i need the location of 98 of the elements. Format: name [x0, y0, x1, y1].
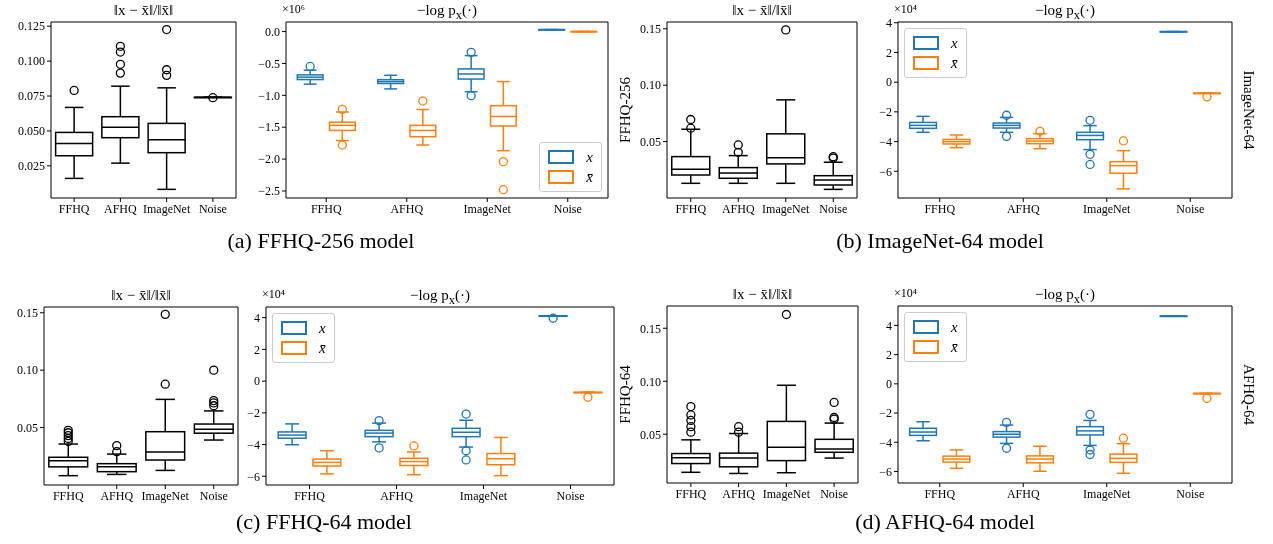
y2-axis-title: AFHQ-64 — [1240, 364, 1257, 426]
chart-title: −log p$_{x}$(·) — [409, 287, 471, 307]
y-tick-label: 0 — [886, 75, 892, 90]
legend-label: x — [951, 318, 958, 336]
text: (b) ImageNet-64 model — [836, 228, 1044, 254]
y-tick-label: 4 — [886, 318, 892, 333]
y-tick-label: 2 — [254, 342, 260, 357]
x-tick-label: Noise — [199, 488, 228, 503]
legend-label: x — [319, 319, 326, 337]
y-tick-label: 2 — [886, 45, 892, 60]
chart-title: ‖x − x̄‖/‖x̄‖ — [112, 1, 175, 19]
y-tick-label: −4 — [879, 435, 892, 450]
y-tick-label: 0 — [886, 377, 892, 392]
y-tick-label: 0.10 — [640, 78, 661, 93]
legend-label: x̄ — [951, 54, 958, 72]
y-tick-label: 0.05 — [640, 427, 661, 442]
x-tick-label: ImageNet — [1083, 486, 1132, 501]
x-tick-label: Noise — [1176, 201, 1205, 216]
x-tick-label: ImageNet — [762, 201, 811, 216]
x-tick-label: FFHQ — [675, 201, 707, 216]
chart-title: ‖x − x̄‖/‖x̄‖ — [110, 286, 172, 304]
y-tick-label: 4 — [886, 16, 892, 30]
x-tick-label: AFHQ — [100, 488, 134, 503]
text: (c) FFHQ-64 model — [236, 509, 412, 535]
legend-label: x̄ — [586, 168, 593, 186]
text: (d) AFHQ-64 model — [855, 509, 1035, 535]
y-tick-label: −1.5 — [258, 120, 280, 135]
y-tick-label: 0.075 — [18, 89, 45, 104]
y-tick-label: 0.100 — [18, 54, 45, 69]
x-tick-label: ImageNet — [142, 201, 191, 216]
y-tick-label: −4 — [879, 134, 892, 149]
y-tick-label: 0.05 — [17, 420, 38, 435]
y-tick-label: −6 — [879, 164, 892, 179]
chart-title: −log p$_{x}$(·) — [1034, 286, 1096, 306]
y-tick-label: −2.5 — [258, 184, 280, 199]
chart-title: ‖x − x̄‖/‖x̄‖ — [731, 1, 793, 19]
y-tick-label: 0.15 — [640, 321, 661, 336]
x-tick-label: FFHQ — [52, 488, 84, 503]
x-tick-label: Noise — [820, 486, 849, 501]
y-tick-label: 0.025 — [18, 159, 45, 174]
x-tick-label: FFHQ — [294, 488, 326, 503]
x-tick-label: ImageNet — [762, 486, 811, 501]
y-tick-label: −1.0 — [258, 88, 280, 103]
y-tick-label: −2 — [879, 406, 892, 421]
x-tick-label: AFHQ — [390, 201, 424, 216]
x-tick-label: AFHQ — [721, 201, 755, 216]
y-tick-label: 0.10 — [17, 363, 38, 378]
y-tick-label: −2 — [879, 105, 892, 120]
x-tick-label: ImageNet — [463, 201, 512, 216]
x-tick-label: ImageNet — [1083, 201, 1132, 216]
y-tick-label: 0.050 — [18, 124, 45, 139]
y2-axis-title: ImageNet-64 — [1240, 70, 1257, 151]
y-tick-label: 0.05 — [640, 134, 661, 149]
y-axis-title: FFHQ-64 — [617, 364, 634, 424]
x-tick-label: AFHQ — [380, 488, 414, 503]
y-tick-label: −2 — [247, 406, 260, 421]
x-tick-label: ImageNet — [459, 488, 508, 503]
legend-label: x — [586, 148, 593, 166]
x-tick-label: AFHQ — [1006, 486, 1040, 501]
x-tick-label: Noise — [1176, 486, 1205, 501]
y-axis-title: FFHQ-256 — [617, 76, 634, 143]
legend-label: x̄ — [319, 339, 326, 357]
text: ×10⁶ — [282, 2, 305, 17]
x-tick-label: Noise — [556, 488, 585, 503]
x-tick-label: FFHQ — [924, 201, 956, 216]
y-tick-label: 0.15 — [640, 22, 661, 37]
x-tick-label: AFHQ — [1006, 201, 1040, 216]
x-tick-label: AFHQ — [104, 201, 138, 216]
y-tick-label: 0.125 — [18, 19, 45, 34]
y-tick-label: 0 — [254, 374, 260, 389]
y-tick-label: −6 — [247, 469, 260, 484]
chart-title: −log p$_{x}$(·) — [416, 2, 478, 22]
text: ×10⁴ — [894, 286, 917, 301]
x-tick-label: FFHQ — [310, 201, 342, 216]
x-tick-label: Noise — [819, 201, 848, 216]
y-tick-label: −4 — [247, 437, 260, 452]
text: (a) FFHQ-256 model — [227, 228, 415, 254]
y-tick-label: 0.0 — [265, 24, 280, 39]
x-tick-label: AFHQ — [722, 486, 756, 501]
y-tick-label: 2 — [886, 347, 892, 362]
y-tick-label: −0.5 — [258, 56, 280, 71]
x-tick-label: FFHQ — [58, 201, 90, 216]
x-tick-label: FFHQ — [675, 486, 707, 501]
text: ×10⁴ — [894, 2, 917, 17]
chart-title: ‖x − x̄‖/‖x̄‖ — [731, 285, 794, 303]
x-tick-label: Noise — [553, 201, 582, 216]
x-tick-label: FFHQ — [924, 486, 956, 501]
x-tick-label: ImageNet — [141, 488, 190, 503]
y-tick-label: −2.0 — [258, 152, 280, 167]
y-tick-label: 0.10 — [640, 374, 661, 389]
y-tick-label: −6 — [879, 464, 892, 479]
y-tick-label: 4 — [254, 310, 260, 325]
chart-title: −log p$_{x}$(·) — [1034, 2, 1096, 22]
legend-label: x — [951, 34, 958, 52]
legend-label: x̄ — [951, 338, 958, 356]
y-tick-label: 0.15 — [17, 306, 38, 320]
text: ×10⁴ — [262, 287, 285, 302]
x-tick-label: Noise — [198, 201, 227, 216]
